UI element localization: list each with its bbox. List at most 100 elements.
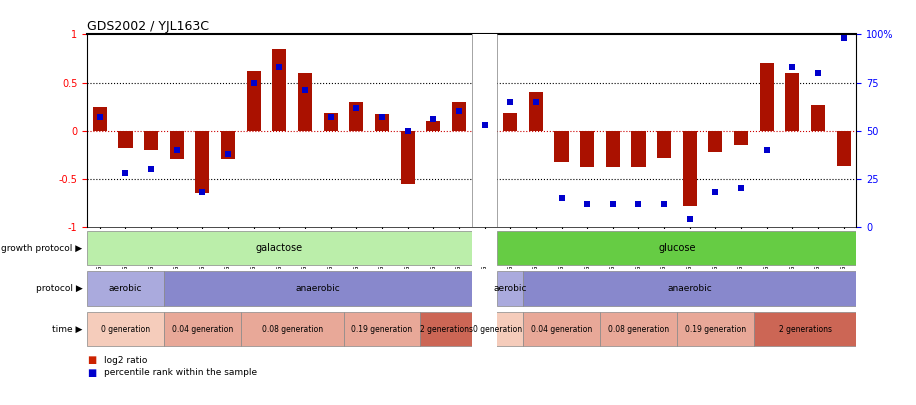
Bar [759,63,774,130]
Bar [836,130,851,166]
Point [836,35,851,42]
FancyBboxPatch shape [472,269,497,308]
Text: 0.08 generation: 0.08 generation [608,324,669,334]
Bar [426,121,441,130]
FancyBboxPatch shape [497,231,856,265]
Bar [657,130,671,158]
Text: 0.08 generation: 0.08 generation [262,324,322,334]
Point [477,122,492,128]
FancyBboxPatch shape [87,231,472,265]
Text: ■: ■ [87,356,96,365]
Text: 0 generation: 0 generation [473,324,522,334]
FancyBboxPatch shape [677,312,754,346]
Text: aerobic: aerobic [109,284,142,293]
Bar [605,130,620,167]
Bar [195,130,210,193]
Point [426,116,441,122]
Text: ■: ■ [87,368,96,377]
Bar [246,71,261,130]
Text: 0.19 generation: 0.19 generation [685,324,746,334]
Point [785,64,800,70]
Point [708,189,723,196]
FancyBboxPatch shape [754,312,856,346]
Text: 0.04 generation: 0.04 generation [172,324,233,334]
FancyBboxPatch shape [164,312,241,346]
FancyBboxPatch shape [497,271,523,306]
Bar [708,130,723,152]
Bar [811,104,825,130]
Text: 0.04 generation: 0.04 generation [531,324,592,334]
Bar [452,102,466,130]
Text: growth protocol ▶: growth protocol ▶ [1,243,82,253]
Bar [400,130,415,183]
Point [246,79,261,86]
FancyBboxPatch shape [472,229,497,267]
FancyBboxPatch shape [523,312,600,346]
Text: protocol ▶: protocol ▶ [36,284,82,293]
Point [349,104,364,111]
Bar [323,113,338,130]
Point [118,170,133,176]
Bar [349,102,364,130]
FancyBboxPatch shape [87,312,164,346]
FancyBboxPatch shape [523,271,856,306]
Bar [682,130,697,206]
Bar [472,34,497,227]
Text: percentile rank within the sample: percentile rank within the sample [104,368,256,377]
Point [221,151,235,157]
Point [529,98,543,105]
FancyBboxPatch shape [420,312,472,346]
Bar [375,114,389,130]
Text: 0.19 generation: 0.19 generation [352,324,412,334]
FancyBboxPatch shape [87,271,164,306]
Point [682,216,697,222]
FancyBboxPatch shape [472,310,497,348]
Point [580,200,594,207]
Point [631,200,646,207]
Text: 0 generation: 0 generation [101,324,150,334]
Bar [734,130,748,145]
Bar [272,49,287,130]
Bar [221,130,235,160]
Point [554,195,569,201]
FancyBboxPatch shape [472,312,523,346]
Text: log2 ratio: log2 ratio [104,356,147,365]
Point [503,98,518,105]
Point [734,185,748,192]
Text: aerobic: aerobic [494,284,527,293]
Point [169,147,184,153]
Bar [529,92,543,130]
Point [657,200,671,207]
Text: anaerobic: anaerobic [296,284,340,293]
Point [272,64,287,70]
Bar [785,73,800,130]
Point [759,147,774,153]
Bar [144,130,158,150]
Point [811,70,825,76]
Bar [93,107,107,130]
Text: GDS2002 / YJL163C: GDS2002 / YJL163C [87,20,209,33]
Point [93,114,107,120]
Text: glucose: glucose [659,243,695,253]
Bar [298,73,312,130]
FancyBboxPatch shape [164,271,472,306]
Point [323,114,338,120]
FancyBboxPatch shape [344,312,420,346]
Text: anaerobic: anaerobic [668,284,712,293]
Point [400,127,415,134]
Point [144,166,158,173]
Text: time ▶: time ▶ [52,324,82,334]
Text: 2 generations: 2 generations [420,324,473,334]
FancyBboxPatch shape [241,312,344,346]
Bar [503,113,518,130]
Point [605,200,620,207]
Point [298,87,312,94]
Point [195,189,210,196]
Bar [169,130,184,160]
Bar [477,126,492,130]
Bar [580,130,594,167]
Bar [631,130,646,167]
Point [452,108,466,115]
Bar [118,130,133,148]
Text: galactose: galactose [256,243,303,253]
